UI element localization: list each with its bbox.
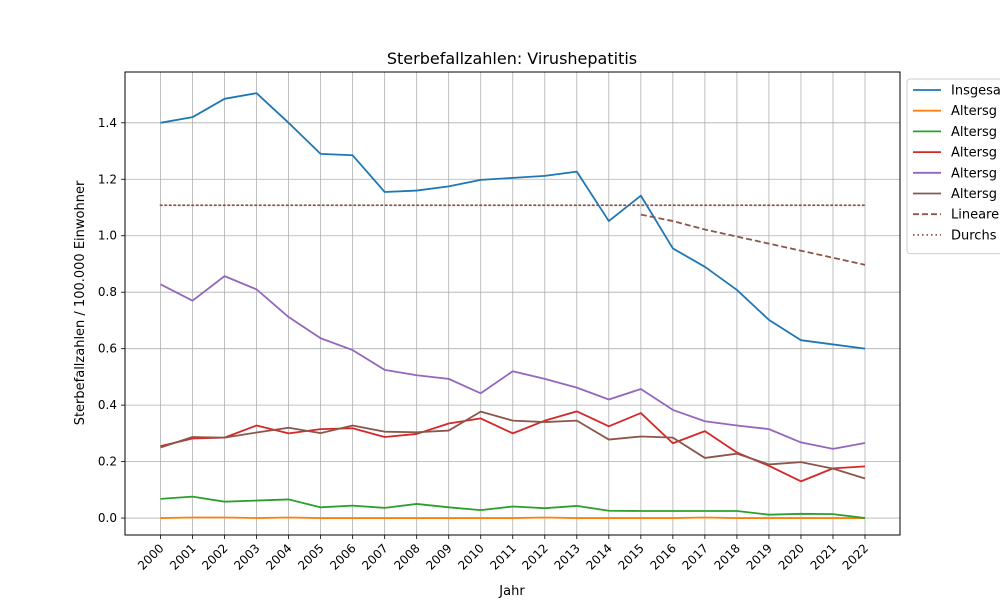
x-tick-label: 2021 — [808, 541, 839, 572]
y-tick-label: 1.4 — [98, 116, 117, 130]
series-line-0 — [160, 92, 866, 350]
x-tick-label: 2014 — [583, 541, 614, 572]
x-tick-label: 2006 — [327, 541, 358, 572]
x-tick-label: 2015 — [615, 541, 646, 572]
legend: Insgesa Altersg Altersg Altersg Altersg Alter… — [906, 78, 1000, 255]
x-tick-label: 2001 — [167, 541, 198, 572]
y-tick-label: 0.2 — [98, 455, 117, 469]
x-tick-label: 2019 — [744, 541, 775, 572]
y-axis-label: Sterbefallzahlen / 100.000 Einwohner — [73, 180, 88, 425]
x-tick-label: 2020 — [776, 541, 807, 572]
legend-label-3: Altersg — [951, 146, 997, 161]
y-tick-label: 0.6 — [98, 342, 117, 356]
y-tick-label: 0.8 — [98, 285, 117, 299]
legend-label-2: Altersg — [951, 125, 997, 140]
x-tick-label: 2017 — [680, 541, 711, 572]
x-tick-label: 2013 — [551, 541, 582, 572]
x-tick-label: 2007 — [359, 541, 390, 572]
x-tick-label: 2012 — [519, 541, 550, 572]
grid — [125, 72, 900, 535]
x-tick-label: 2005 — [295, 541, 326, 572]
y-tick-label: 1.2 — [98, 172, 117, 186]
series-line-6 — [640, 213, 866, 266]
x-axis-label: Jahr — [498, 584, 525, 599]
x-tick-label: 2009 — [423, 541, 454, 572]
legend-frame — [906, 78, 1000, 255]
series-line-1 — [160, 516, 865, 519]
ticks: 2000 2001 2002 2003 2004 2005 2006 2007 2008 2009… — [98, 116, 871, 573]
legend-label-5: Altersg — [951, 187, 997, 202]
legend-label-7: Durchs — [951, 228, 997, 243]
legend-label-0: Insgesa — [951, 84, 1000, 99]
legend-label-6: Lineare — [951, 208, 999, 223]
series-line-2 — [160, 495, 866, 519]
legend-label-1: Altersg — [951, 104, 997, 119]
y-tick-label: 1.0 — [98, 229, 117, 243]
x-tick-label: 2010 — [455, 541, 486, 572]
x-tick-label: 2018 — [712, 541, 743, 572]
x-tick-label: 2016 — [647, 541, 678, 572]
x-tick-label: 2004 — [263, 541, 294, 572]
x-tick-label: 2008 — [391, 541, 422, 572]
x-tick-label: 2000 — [135, 541, 166, 572]
series-layer — [159, 92, 866, 519]
series-line-4 — [160, 275, 866, 450]
x-tick-label: 2022 — [840, 541, 871, 572]
x-tick-label: 2002 — [199, 541, 230, 572]
y-tick-label: 0.0 — [98, 511, 117, 525]
x-tick-label: 2011 — [487, 541, 518, 572]
chart-title: Sterbefallzahlen: Virushepatitis — [387, 49, 637, 68]
legend-label-4: Altersg — [951, 166, 997, 181]
x-tick-label: 2003 — [231, 541, 262, 572]
series-line-5 — [160, 410, 866, 480]
y-tick-label: 0.4 — [98, 398, 117, 412]
